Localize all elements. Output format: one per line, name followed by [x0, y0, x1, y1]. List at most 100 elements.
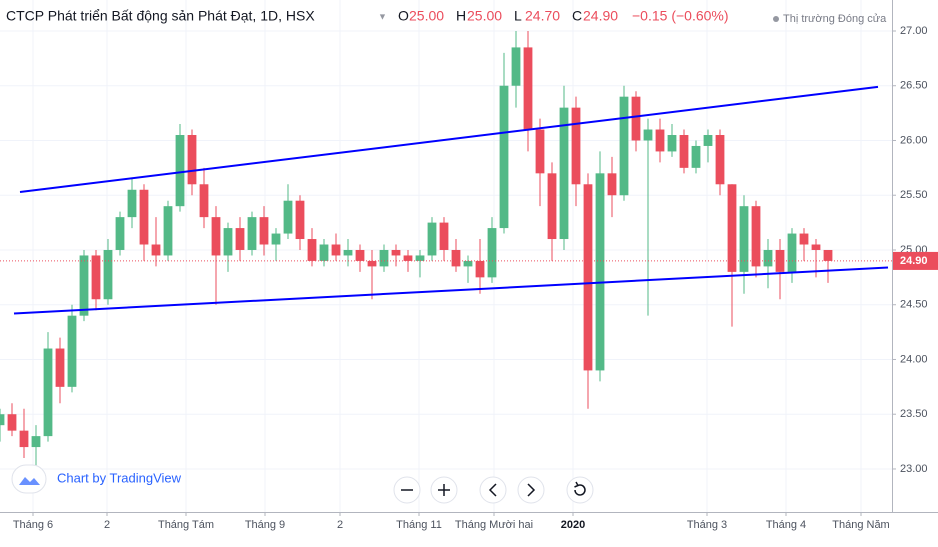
candle-body — [607, 173, 617, 196]
candle-body — [679, 135, 689, 168]
candle-body — [295, 200, 305, 240]
candle-body — [643, 129, 653, 141]
candle-body — [619, 96, 629, 196]
candle-body — [19, 430, 29, 448]
watermark-text: Chart by TradingView — [57, 470, 182, 485]
candle-body — [139, 189, 149, 245]
candle-body — [799, 233, 809, 245]
y-tick-label: 24.50 — [900, 299, 928, 311]
dropdown-arrow: ▼ — [378, 11, 387, 21]
x-tick-label: Tháng Mười hai — [455, 519, 533, 531]
icon — [527, 483, 536, 497]
button-bg — [517, 476, 545, 504]
plot — [0, 30, 892, 469]
y-tick-label: 25.50 — [900, 189, 928, 201]
candle-body — [511, 47, 521, 86]
candle-body — [535, 129, 545, 174]
scroll-right-button[interactable] — [517, 476, 545, 504]
y-tick-label: 23.00 — [900, 463, 928, 475]
icon — [574, 481, 580, 488]
candle-body — [343, 249, 353, 256]
watermark-logo — [19, 477, 40, 485]
candle-body — [499, 85, 509, 229]
candle-body — [523, 47, 533, 130]
candle-body — [415, 255, 425, 261]
candle-body — [7, 414, 17, 431]
candle-body — [199, 184, 209, 218]
candle-body — [631, 96, 641, 141]
candle-body — [235, 228, 245, 250]
candle-body — [811, 244, 821, 250]
candle-body — [823, 249, 833, 261]
header: CTCP Phát triển Bất động sản Phát Đạt, 1… — [6, 8, 729, 24]
last-price-badge — [893, 251, 938, 270]
candle-body — [787, 233, 797, 272]
ohlc-value: 24.70 — [525, 8, 560, 24]
ohlc-key: C — [572, 8, 582, 24]
candle-body — [67, 315, 77, 387]
candle-body — [691, 145, 701, 168]
candle-body — [259, 217, 269, 245]
reset-button[interactable] — [566, 476, 594, 504]
icon — [488, 483, 497, 497]
x-tick-label: Tháng 11 — [396, 519, 442, 531]
candle-body — [715, 135, 725, 185]
candle-body — [271, 233, 281, 245]
candle-body — [763, 249, 773, 267]
candle-body — [667, 135, 677, 152]
change-value: −0.15 (−0.60%) — [632, 8, 729, 24]
market-status: Thị trường Đóng cửa — [773, 13, 887, 25]
candle-body — [451, 249, 461, 267]
candle-body — [379, 249, 389, 267]
candle-body — [403, 255, 413, 261]
zoom-in-button[interactable] — [430, 476, 458, 504]
candle-body — [223, 228, 233, 256]
candle-body — [487, 228, 497, 278]
candle-body — [703, 135, 713, 146]
candle-body — [559, 107, 569, 240]
y-tick-label: 24.00 — [900, 353, 928, 365]
candle-body — [55, 348, 65, 387]
x-tick-label: Tháng 6 — [13, 519, 53, 531]
watermark[interactable]: Chart by TradingView — [11, 464, 182, 494]
candle-body — [595, 173, 605, 371]
zoom-out-button[interactable] — [393, 476, 421, 504]
x-tick-label: Tháng 9 — [245, 519, 285, 531]
candle-body — [727, 184, 737, 272]
candle-body — [31, 436, 41, 448]
candle-body — [439, 222, 449, 250]
ohlc-key: O — [398, 8, 409, 24]
candle-body — [0, 414, 5, 426]
candle-body — [175, 135, 185, 207]
ohlc-value: 24.90 — [583, 8, 618, 24]
status-dot — [773, 16, 779, 22]
status-text: Thị trường Đóng cửa — [783, 13, 887, 25]
candle-body — [127, 189, 137, 218]
x-tick-label: Tháng Tám — [158, 519, 214, 531]
scroll-left-button[interactable] — [479, 476, 507, 504]
ohlc-key: H — [456, 8, 466, 24]
candle-body — [751, 206, 761, 267]
x-tick-label: 2 — [104, 519, 110, 531]
y-tick-label: 26.00 — [900, 134, 928, 146]
y-tick-label: 27.00 — [900, 25, 928, 37]
candle-body — [151, 244, 161, 256]
candle-body — [283, 200, 293, 234]
candle-body — [115, 217, 125, 250]
ohlc-value: 25.00 — [409, 8, 444, 24]
ohlc-key: L — [514, 8, 522, 24]
candle-body — [247, 217, 257, 250]
x-tick-label: 2 — [337, 519, 343, 531]
button-bg — [566, 476, 594, 504]
x-tick-label: Tháng Năm — [832, 519, 889, 531]
candle-body — [475, 260, 485, 278]
candle-body — [103, 249, 113, 300]
candle-body — [427, 222, 437, 256]
x-tick-label: Tháng 4 — [766, 519, 806, 531]
zoom-controls — [393, 476, 594, 504]
candle-body — [463, 260, 473, 267]
trend-line — [13, 266, 889, 315]
button-bg — [479, 476, 507, 504]
